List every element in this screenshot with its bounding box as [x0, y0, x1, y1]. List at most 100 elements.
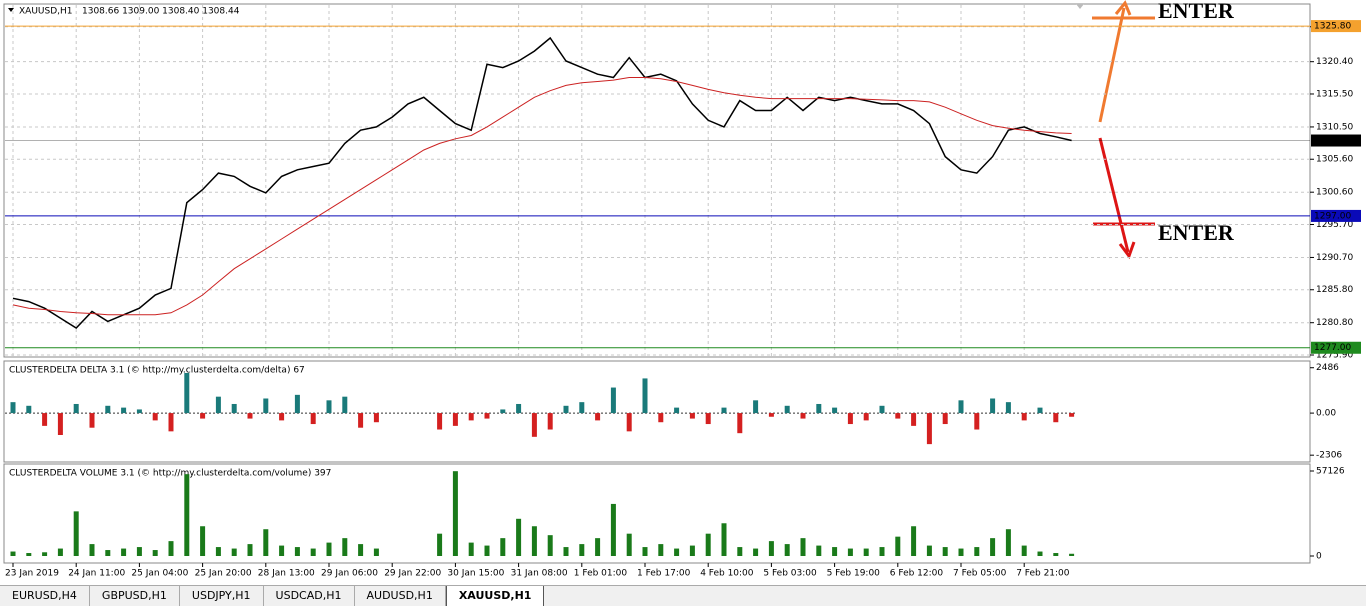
bar — [595, 538, 601, 557]
bar — [358, 544, 364, 557]
bar — [500, 538, 506, 557]
bar — [136, 409, 142, 414]
level-box — [1311, 341, 1361, 354]
bar — [231, 403, 237, 414]
bar — [184, 474, 190, 557]
bar — [926, 413, 932, 445]
x-tick-label: 5 Feb 19:00 — [827, 569, 881, 579]
bar — [768, 413, 774, 417]
x-tick-label: 7 Feb 21:00 — [1016, 569, 1070, 579]
symbol-tab[interactable]: GBPUSD,H1 — [90, 586, 180, 606]
bar — [468, 542, 474, 557]
bar — [279, 545, 285, 557]
bar — [832, 407, 838, 414]
bar — [310, 548, 316, 557]
bar — [73, 403, 79, 414]
bar — [563, 405, 569, 414]
bar — [1053, 553, 1059, 557]
y-tick-label: 0 — [1316, 552, 1322, 562]
bar — [310, 413, 316, 425]
bar — [579, 402, 585, 414]
level-label: 1308.44 — [1314, 136, 1351, 146]
bar — [563, 547, 569, 557]
x-tick-label: 30 Jan 15:00 — [447, 569, 504, 579]
bar — [721, 407, 727, 414]
symbol-tab[interactable]: XAUUSD,H1 — [445, 586, 545, 606]
bar — [531, 413, 537, 437]
symbol-tab[interactable]: USDJPY,H1 — [180, 586, 264, 606]
bar — [1053, 413, 1059, 423]
bar — [42, 552, 48, 557]
bar — [895, 413, 901, 419]
bar — [279, 413, 285, 421]
quote: 1308.66 1309.00 1308.40 1308.44 — [82, 7, 240, 17]
y-tick-label: 1285.80 — [1316, 285, 1353, 295]
bar — [215, 396, 221, 414]
bar — [294, 394, 300, 414]
symbol-tab[interactable]: USDCAD,H1 — [264, 586, 355, 606]
bar — [26, 405, 32, 414]
bar — [247, 544, 253, 557]
x-tick-label: 5 Feb 03:00 — [763, 569, 817, 579]
bar — [89, 413, 95, 428]
bar — [926, 545, 932, 557]
bar — [1021, 545, 1027, 557]
bar — [658, 544, 664, 557]
bar — [200, 526, 206, 557]
bar — [642, 547, 648, 557]
x-tick-label: 29 Jan 22:00 — [384, 569, 441, 579]
bar — [737, 547, 743, 557]
bar — [674, 548, 680, 557]
bar — [579, 544, 585, 557]
bar — [658, 413, 664, 423]
bar — [373, 548, 379, 557]
bar — [800, 413, 806, 419]
bar — [89, 544, 95, 557]
bar — [547, 413, 553, 430]
level-box — [1311, 209, 1361, 222]
bar — [958, 548, 964, 557]
bar — [863, 413, 869, 421]
bar — [626, 533, 632, 557]
delta-panel — [3, 360, 1311, 463]
bar — [863, 548, 869, 557]
bar — [452, 413, 458, 426]
x-tick-label: 1 Feb 17:00 — [637, 569, 691, 579]
bar — [642, 378, 648, 414]
bar — [705, 533, 711, 557]
bar — [911, 413, 917, 426]
y-tick-label: 1320.40 — [1316, 57, 1353, 67]
panel-title: CLUSTERDELTA DELTA 3.1 (© http://my.clus… — [9, 366, 305, 376]
bar — [753, 400, 759, 414]
bar — [326, 542, 332, 557]
bar — [832, 547, 838, 557]
y-tick-label: -2306 — [1316, 451, 1342, 461]
bar — [215, 547, 221, 557]
bar — [452, 471, 458, 557]
y-tick-label: 1290.70 — [1316, 253, 1353, 263]
bar — [1021, 413, 1027, 421]
bar — [595, 413, 601, 421]
y-tick-label: 1275.90 — [1316, 351, 1353, 361]
bar — [974, 413, 980, 430]
bar — [689, 545, 695, 557]
bar — [484, 413, 490, 419]
symbol-tab[interactable]: EURUSD,H4 — [0, 586, 90, 606]
bar — [342, 538, 348, 557]
x-tick-label: 25 Jan 04:00 — [131, 569, 188, 579]
bar — [1005, 402, 1011, 414]
bar — [358, 413, 364, 428]
bar — [121, 548, 127, 557]
bar — [547, 535, 553, 557]
panel-title: CLUSTERDELTA VOLUME 3.1 (© http://my.clu… — [9, 469, 331, 479]
bar — [231, 548, 237, 557]
symbol-tab[interactable]: AUDUSD,H1 — [355, 586, 446, 606]
bar — [294, 547, 300, 557]
x-tick-label: 31 Jan 08:00 — [511, 569, 568, 579]
y-tick-label: 57126 — [1316, 466, 1345, 476]
bar — [437, 533, 443, 557]
bar — [1037, 407, 1043, 414]
x-tick-label: 29 Jan 06:00 — [321, 569, 378, 579]
level-box — [1311, 20, 1361, 33]
